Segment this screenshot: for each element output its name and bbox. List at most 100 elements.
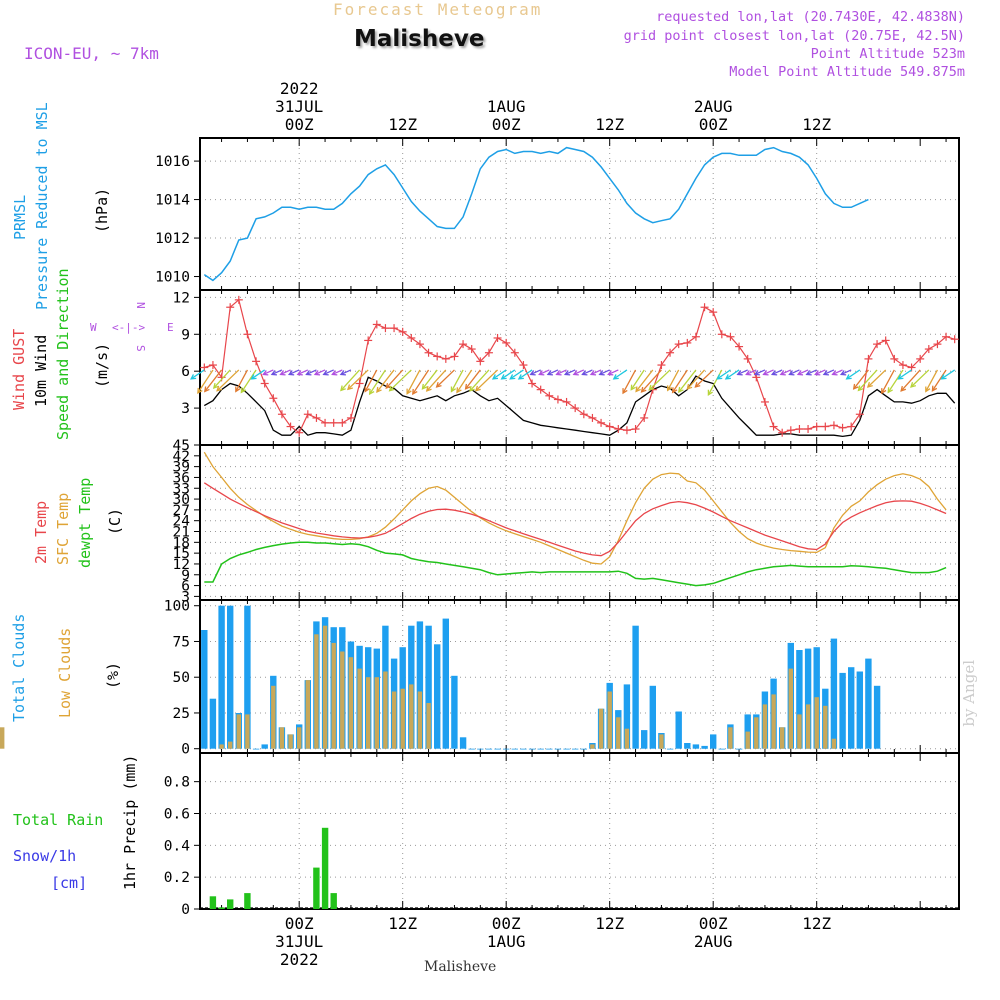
pressure-line xyxy=(203,146,869,282)
wind-arrow xyxy=(867,369,887,388)
wind-arrow-head xyxy=(640,386,647,393)
wind-arrow-head xyxy=(464,383,471,390)
wind-arrow-head xyxy=(563,370,571,376)
top-time-label: 12Z xyxy=(595,115,624,134)
wind-arrow-head xyxy=(240,387,247,394)
wind-arrow xyxy=(263,369,274,376)
total-cloud-bar xyxy=(692,744,700,749)
wind-arrow-head xyxy=(339,370,346,376)
y-tick-label: 21 xyxy=(173,525,190,541)
wind-arrow xyxy=(858,369,878,391)
requested-coords: requested lon,lat (20.7430E, 42.4838N) xyxy=(656,9,965,25)
total-cloud-bar xyxy=(442,618,449,749)
wind-arrow xyxy=(686,369,706,390)
wind-arrow xyxy=(716,369,731,380)
total-cloud-bar xyxy=(485,748,493,750)
wind-arrow-head xyxy=(364,386,370,393)
wind-arrow-head xyxy=(322,370,329,376)
wind-arrow-head xyxy=(788,370,795,376)
wind-arrow xyxy=(475,369,499,392)
wind-arrow xyxy=(412,369,430,395)
y-tick-label: 9 xyxy=(181,327,190,343)
total-cloud-bar xyxy=(735,748,743,750)
wind-arrow-head xyxy=(589,370,597,376)
location-title: Malisheve xyxy=(354,26,485,52)
wind-arrow xyxy=(436,369,455,388)
wind-arrow xyxy=(564,369,576,376)
wind-arrow xyxy=(213,369,231,389)
wind-arrow xyxy=(898,369,912,380)
wind-arrow-head xyxy=(671,387,678,394)
wind-arrow-head xyxy=(581,370,588,376)
wind-arrow xyxy=(492,369,507,380)
low-cloud-bar xyxy=(348,657,354,749)
wind-arrow-head xyxy=(866,382,873,388)
wind-arrow xyxy=(340,369,352,376)
low-cloud-bar xyxy=(383,671,388,749)
wind-arrow-head xyxy=(235,386,241,393)
compass-n: N xyxy=(134,302,147,309)
compass-s: S xyxy=(134,345,147,352)
top-time-label: 00Z xyxy=(699,115,728,134)
wind-arrow-head xyxy=(190,374,197,380)
wind-arrow-head xyxy=(677,386,684,394)
wind-arrow xyxy=(763,369,774,376)
total-cloud-bar xyxy=(425,625,432,749)
wind-arrow xyxy=(771,369,783,376)
wind-label: 10m Wind xyxy=(32,335,50,407)
wind-arrow-head xyxy=(385,382,392,389)
t2m-label: 2m Temp xyxy=(32,501,50,564)
precip-bar xyxy=(227,899,234,909)
wind-arrow xyxy=(648,369,671,391)
wind-arrow-head xyxy=(852,383,859,390)
total-cloud-bar xyxy=(459,737,467,749)
pressure-label-b: Pressure Reduced to MSL xyxy=(33,102,51,310)
snow-label: Snow/1h xyxy=(13,847,76,865)
low-cloud-bar xyxy=(762,704,768,749)
low-cloud-bar xyxy=(0,727,5,749)
wind-arrow-head xyxy=(529,370,536,376)
wind-arrow-head xyxy=(910,382,917,388)
wind-arrow-head xyxy=(572,370,579,376)
wind-arrow-head xyxy=(469,385,475,392)
precip-bar xyxy=(244,893,251,909)
wind-arrow xyxy=(853,369,869,390)
wind-arrow xyxy=(332,369,343,376)
total-cloud-bar xyxy=(848,667,855,749)
precip-bar xyxy=(330,893,337,909)
total-cloud-bar xyxy=(244,605,251,749)
wind-arrow xyxy=(406,369,421,394)
total-cloud-bar xyxy=(416,621,424,749)
wind-arrow xyxy=(385,369,404,389)
y-tick-label: 0 xyxy=(181,902,190,918)
wind-arrow-head xyxy=(538,370,545,376)
wind-arrow-head xyxy=(716,374,723,380)
wind-arrow xyxy=(235,369,249,392)
top-time-label: 00Z xyxy=(285,115,314,134)
total-cloud-bar xyxy=(451,675,458,749)
total-cloud-bar xyxy=(520,748,527,750)
total-cloud-bar xyxy=(528,748,536,750)
wind-arrow xyxy=(881,369,895,394)
bottom-time-label: 2022 xyxy=(280,950,319,969)
low-cloud-bar xyxy=(771,694,776,749)
top-time-label: 1AUG xyxy=(487,97,526,116)
total-cloud-bar xyxy=(839,672,846,749)
bottom-time-label: 12Z xyxy=(595,914,624,933)
y-tick-label: 3 xyxy=(181,401,190,417)
wind-arrow xyxy=(780,369,792,376)
wind-arrow-head xyxy=(450,386,457,393)
top-time-label: 2022 xyxy=(280,79,319,98)
total-cloud-bar xyxy=(641,730,648,749)
wind-arrow xyxy=(347,369,369,390)
wind-arrow-head xyxy=(831,370,838,376)
wind-arrow xyxy=(314,369,326,376)
wind-direction-arrows xyxy=(190,369,956,396)
wind-arrow-head xyxy=(212,382,219,389)
wind-arrow xyxy=(910,369,930,388)
wind-arrow xyxy=(622,369,637,394)
low-cloud-bar xyxy=(340,651,345,749)
low-cloud-bar xyxy=(831,738,837,749)
